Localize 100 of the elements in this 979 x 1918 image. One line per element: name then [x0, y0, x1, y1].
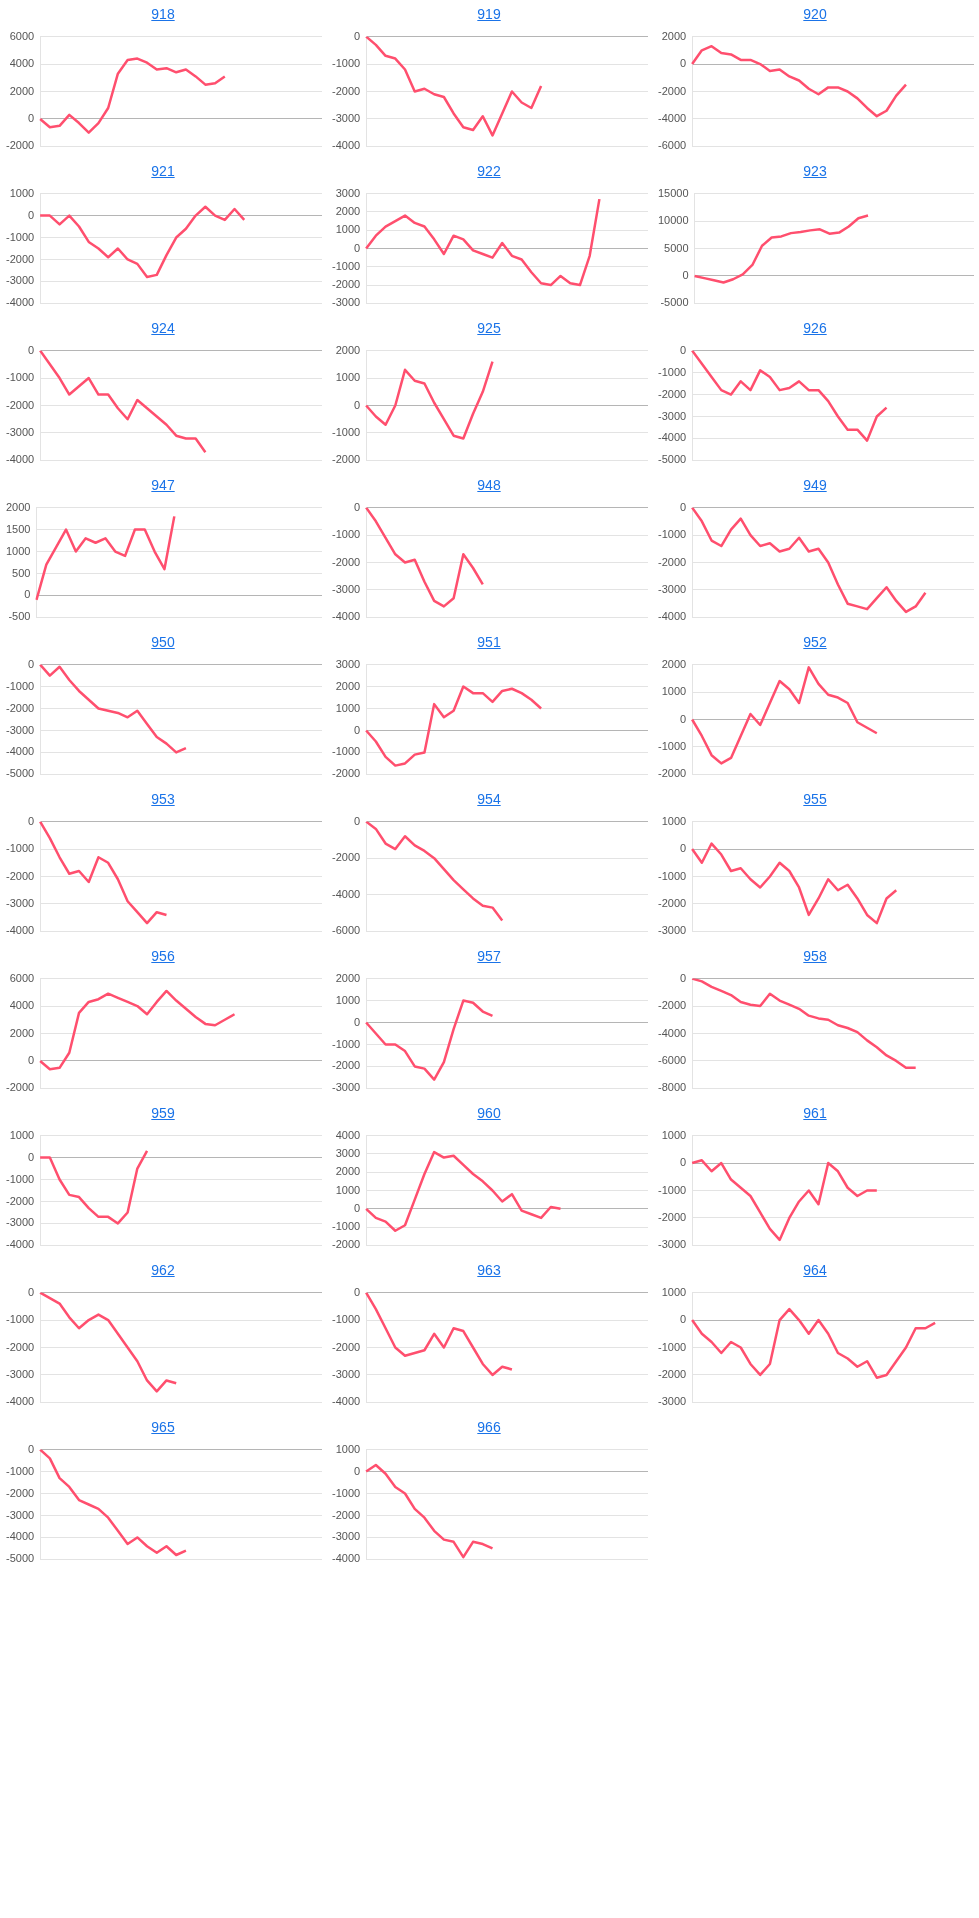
- y-tick-label: 6000: [9, 29, 35, 42]
- y-tick-label: -4000: [331, 139, 361, 152]
- y-tick-label: 4000: [9, 999, 35, 1012]
- chart-title: 918: [150, 5, 176, 24]
- y-tick-label: -3000: [657, 924, 687, 937]
- y-tick-label: -3000: [331, 1367, 361, 1380]
- y-tick-label: 2000: [335, 971, 361, 984]
- y-tick-label: -2000: [331, 84, 361, 97]
- chart-title: 963: [476, 1261, 502, 1280]
- y-tick-label: -2000: [657, 387, 687, 400]
- chart-title: 923: [802, 162, 828, 181]
- y-tick-label: 0: [28, 1053, 35, 1066]
- y-tick-label: 2000: [9, 84, 35, 97]
- y-tick-label: -1000: [331, 1220, 361, 1233]
- y-tick-label: -4000: [5, 924, 35, 937]
- chart-title: 964: [802, 1261, 828, 1280]
- y-tick-label: -3000: [331, 1530, 361, 1543]
- y-tick-label: 0: [680, 500, 687, 513]
- chart-title: 966: [476, 1418, 502, 1437]
- y-tick-label: -1000: [331, 528, 361, 541]
- chart-title: 953: [150, 790, 176, 809]
- y-tick-label: -4000: [331, 1395, 361, 1408]
- y-tick-label: -4000: [5, 453, 35, 466]
- y-tick-label: -1000: [5, 1313, 35, 1326]
- y-tick-label: -2000: [331, 1238, 361, 1251]
- y-tick-label: 0: [682, 268, 689, 281]
- y-tick-label: 0: [680, 57, 687, 70]
- y-tick-label: 500: [12, 566, 31, 579]
- y-tick-label: -2000: [331, 555, 361, 568]
- y-tick-label: -4000: [5, 1238, 35, 1251]
- y-tick-label: 1000: [335, 223, 361, 236]
- y-tick-label: 2000: [335, 1165, 361, 1178]
- y-tick-label: -1000: [331, 745, 361, 758]
- y-tick-label: 0: [354, 1201, 361, 1214]
- chart-title: 948: [476, 476, 502, 495]
- y-tick-label: 1000: [9, 186, 35, 199]
- y-tick-label: 0: [354, 814, 361, 827]
- y-tick-label: -4000: [657, 431, 687, 444]
- y-tick-label: 10000: [657, 214, 689, 227]
- y-tick-label: 0: [354, 1464, 361, 1477]
- chart-title: 951: [476, 633, 502, 652]
- y-tick-label: 2000: [661, 657, 687, 670]
- y-tick-label: 2000: [661, 29, 687, 42]
- y-tick-label: -6000: [331, 924, 361, 937]
- y-tick-label: -3000: [5, 1508, 35, 1521]
- y-tick-label: -2000: [331, 851, 361, 864]
- y-tick-label: -3000: [5, 425, 35, 438]
- y-tick-label: -2000: [657, 999, 687, 1012]
- y-tick-label: -3000: [657, 409, 687, 422]
- chart-title: 952: [802, 633, 828, 652]
- y-tick-label: 0: [680, 343, 687, 356]
- y-tick-label: -1000: [5, 230, 35, 243]
- y-tick-label: -1000: [657, 1340, 687, 1353]
- y-tick-label: -2000: [5, 1194, 35, 1207]
- y-tick-label: -2000: [5, 1340, 35, 1353]
- y-tick-label: -1000: [331, 1037, 361, 1050]
- y-tick-label: 1500: [5, 522, 31, 535]
- y-tick-label: -2000: [657, 555, 687, 568]
- y-tick-label: -2000: [657, 767, 687, 780]
- y-tick-label: 2000: [335, 679, 361, 692]
- y-tick-label: -2000: [331, 767, 361, 780]
- y-tick-label: -3000: [5, 723, 35, 736]
- y-tick-label: -2000: [5, 869, 35, 882]
- chart-title: 959: [150, 1104, 176, 1123]
- y-tick-label: 1000: [661, 1285, 687, 1298]
- y-tick-label: -1000: [331, 57, 361, 70]
- y-tick-label: 4000: [9, 57, 35, 70]
- y-tick-label: 2000: [335, 343, 361, 356]
- y-tick-label: -2000: [5, 1486, 35, 1499]
- chart-title: 920: [802, 5, 828, 24]
- y-tick-label: 0: [680, 1313, 687, 1326]
- y-tick-label: 0: [354, 398, 361, 411]
- y-tick-label: 0: [680, 712, 687, 725]
- y-tick-label: -5000: [5, 767, 35, 780]
- y-tick-label: 0: [680, 1156, 687, 1169]
- y-tick-label: 1000: [335, 371, 361, 384]
- y-tick-label: -2000: [657, 1210, 687, 1223]
- y-tick-label: 1000: [661, 814, 687, 827]
- y-tick-label: 3000: [335, 186, 361, 199]
- y-tick-label: -4000: [5, 745, 35, 758]
- y-tick-label: -2000: [331, 453, 361, 466]
- y-tick-label: -1000: [657, 528, 687, 541]
- y-tick-label: -1000: [657, 869, 687, 882]
- y-tick-label: 1000: [661, 1128, 687, 1141]
- y-tick-label: -4000: [657, 111, 687, 124]
- y-tick-label: 0: [28, 208, 35, 221]
- y-tick-label: -1000: [5, 1172, 35, 1185]
- y-tick-label: -2000: [5, 139, 35, 152]
- y-tick-label: 1000: [5, 544, 31, 557]
- chart-title: 922: [476, 162, 502, 181]
- y-tick-label: 5000: [664, 241, 689, 254]
- y-tick-label: 3000: [335, 1146, 361, 1159]
- y-tick-label: -3000: [657, 582, 687, 595]
- y-tick-label: -4000: [657, 1026, 687, 1039]
- chart-title: 925: [476, 319, 502, 338]
- y-tick-label: 0: [354, 723, 361, 736]
- y-tick-label: -5000: [657, 453, 687, 466]
- y-tick-label: -2000: [331, 1508, 361, 1521]
- y-tick-label: -4000: [5, 296, 35, 309]
- y-tick-label: 0: [28, 1285, 35, 1298]
